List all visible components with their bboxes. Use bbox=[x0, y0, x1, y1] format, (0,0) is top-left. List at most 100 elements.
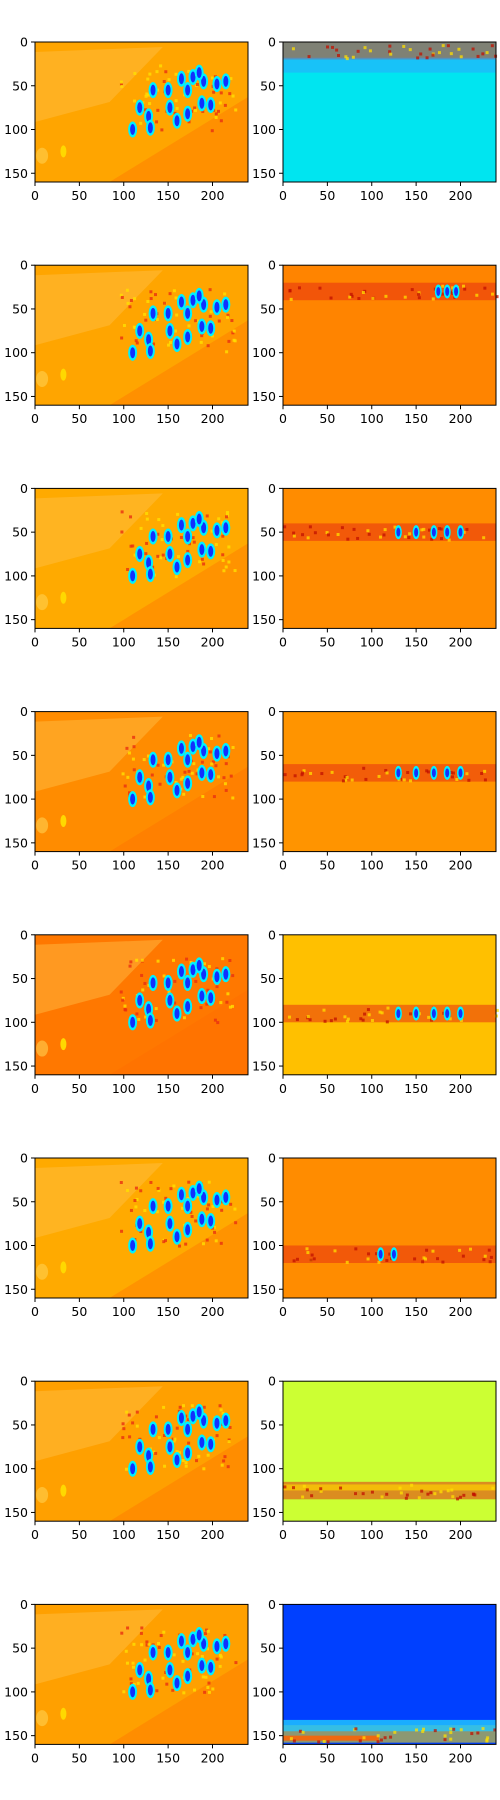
heatmap-speckle bbox=[354, 1247, 358, 1251]
heatmap-blob bbox=[445, 286, 450, 296]
heatmap-speckle bbox=[160, 128, 164, 132]
heatmap-speckle bbox=[154, 1451, 158, 1455]
heatmap-left-r5 bbox=[35, 934, 248, 1075]
heatmap-speckle bbox=[221, 534, 225, 538]
x-tick-label: 200 bbox=[201, 1304, 225, 1319]
heatmap-speckle bbox=[134, 1186, 138, 1190]
y-tick-label: 100 bbox=[252, 1015, 276, 1030]
heatmap-speckle bbox=[456, 1497, 460, 1501]
heatmap-speckle bbox=[320, 772, 324, 776]
heatmap-speckle bbox=[184, 1464, 188, 1468]
heatmap-background bbox=[283, 1158, 496, 1298]
heatmap-speckle bbox=[426, 1492, 430, 1496]
heatmap-speckle bbox=[195, 83, 199, 87]
heatmap-blob bbox=[190, 1410, 196, 1422]
heatmap-speckle bbox=[472, 1492, 476, 1496]
heatmap-speckle bbox=[172, 289, 176, 293]
heatmap-speckle bbox=[483, 1254, 487, 1258]
heatmap-speckle bbox=[232, 338, 236, 342]
heatmap-speckle bbox=[162, 301, 166, 305]
heatmap-speckle bbox=[193, 108, 197, 112]
heatmap-speckle bbox=[124, 1467, 128, 1471]
heatmap-speckle bbox=[206, 1647, 210, 1651]
y-tick-label: 50 bbox=[260, 1194, 276, 1209]
axes-frame-r4-c2 bbox=[282, 711, 497, 853]
heatmap-speckle bbox=[162, 974, 166, 978]
heatmap-blob bbox=[167, 994, 173, 1006]
axes-frame-r3-c2 bbox=[282, 487, 497, 629]
heatmap-speckle bbox=[283, 1485, 287, 1489]
heatmap-speckle bbox=[318, 286, 322, 290]
heatmap-blob bbox=[167, 771, 173, 783]
heatmap-speckle bbox=[121, 1436, 125, 1440]
y-tick-label: 150 bbox=[252, 835, 276, 850]
heatmap-speckle bbox=[214, 112, 218, 116]
heatmap-speckle bbox=[295, 1018, 299, 1022]
heatmap-feature bbox=[60, 591, 67, 604]
x-tick-label: 50 bbox=[319, 634, 335, 649]
heatmap-feature bbox=[60, 814, 67, 827]
y-tick-label: 100 bbox=[252, 1238, 276, 1253]
heatmap-speckle bbox=[229, 774, 233, 778]
heatmap-speckle bbox=[495, 1008, 499, 1012]
heatmap-speckle bbox=[140, 1626, 144, 1630]
x-tick-label: 100 bbox=[112, 858, 136, 873]
heatmap-speckle bbox=[178, 1451, 182, 1455]
heatmap-speckle bbox=[160, 538, 164, 542]
heatmap-gradient bbox=[35, 939, 163, 1015]
heatmap-speckle bbox=[132, 768, 136, 772]
x-tick-label: 100 bbox=[360, 858, 384, 873]
heatmap-speckle bbox=[428, 528, 432, 532]
heatmap-speckle bbox=[201, 795, 205, 799]
heatmap-right-r8 bbox=[283, 1604, 497, 1745]
heatmap-speckle bbox=[302, 1484, 306, 1488]
heatmap-blob bbox=[130, 570, 136, 582]
x-tick-label: 200 bbox=[201, 858, 225, 873]
heatmap-speckle bbox=[309, 771, 313, 775]
heatmap-speckle bbox=[288, 288, 292, 292]
heatmap-speckle bbox=[410, 1483, 414, 1487]
heatmap-speckle bbox=[163, 1464, 167, 1468]
heatmap-speckle bbox=[437, 527, 441, 531]
heatmap-speckle bbox=[150, 773, 154, 777]
heatmap-speckle bbox=[402, 44, 406, 48]
heatmap-blob bbox=[378, 1249, 383, 1259]
heatmap-blob bbox=[185, 1224, 191, 1236]
heatmap-speckle bbox=[126, 775, 130, 779]
x-tick-label: 0 bbox=[31, 634, 39, 649]
heatmap-speckle bbox=[124, 1008, 128, 1012]
heatmap-speckle bbox=[361, 291, 365, 295]
heatmap-blob bbox=[201, 1191, 207, 1203]
heatmap-speckle bbox=[187, 120, 191, 124]
heatmap-speckle bbox=[174, 296, 178, 300]
heatmap-speckle bbox=[388, 50, 392, 54]
heatmap-blob bbox=[196, 67, 202, 79]
heatmap-speckle bbox=[187, 769, 191, 773]
heatmap-blob bbox=[214, 524, 220, 536]
heatmap-speckle bbox=[133, 1199, 137, 1203]
heatmap-speckle bbox=[173, 111, 177, 115]
heatmap-speckle bbox=[205, 514, 209, 518]
heatmap-speckle bbox=[449, 1731, 453, 1735]
heatmap-speckle bbox=[205, 1628, 209, 1632]
heatmap-speckle bbox=[345, 1260, 349, 1264]
heatmap-speckle bbox=[358, 1739, 362, 1743]
heatmap-feature bbox=[36, 594, 49, 611]
heatmap-blob bbox=[167, 548, 173, 560]
heatmap-speckle bbox=[167, 990, 171, 994]
heatmap-speckle bbox=[172, 1439, 176, 1443]
heatmap-blob bbox=[196, 959, 202, 971]
heatmap-blob bbox=[208, 1438, 214, 1450]
heatmap-speckle bbox=[361, 1492, 365, 1496]
heatmap-blob bbox=[130, 124, 136, 135]
heatmap-band bbox=[283, 1719, 496, 1732]
heatmap-speckle bbox=[196, 1652, 200, 1656]
heatmap-blob bbox=[208, 769, 214, 781]
heatmap-blob bbox=[174, 1454, 180, 1466]
heatmap-speckle bbox=[212, 90, 216, 94]
heatmap-speckle bbox=[406, 771, 410, 775]
heatmap-blob bbox=[146, 1003, 152, 1015]
heatmap-left-r2 bbox=[35, 265, 248, 406]
heatmap-blob bbox=[150, 1647, 156, 1659]
